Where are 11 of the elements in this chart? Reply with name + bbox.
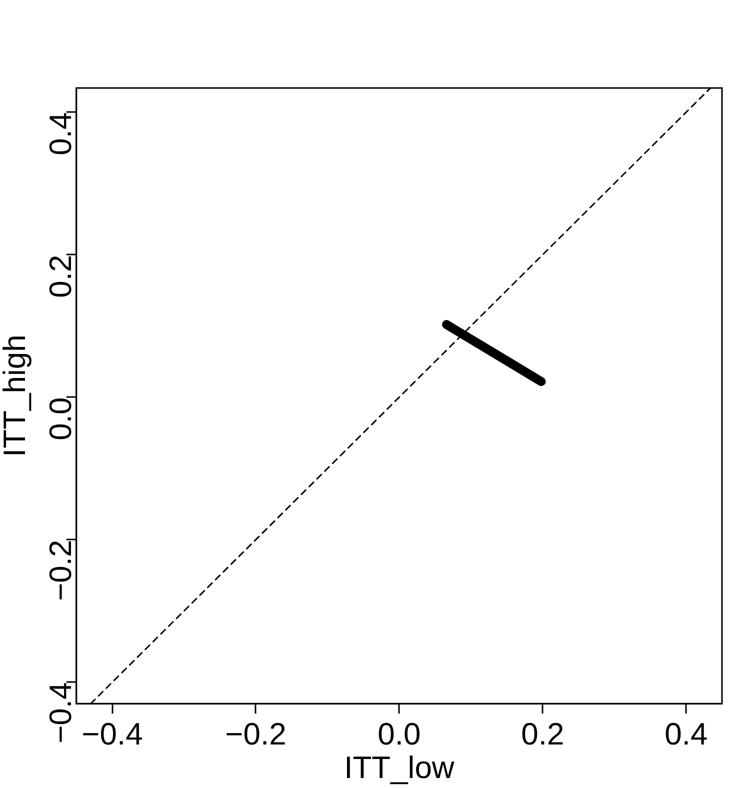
y-tick-label: −0.2 (42, 540, 78, 601)
y-tick-label: 0.4 (42, 112, 78, 156)
y-tick-label: 0.0 (42, 397, 78, 440)
x-tick-label: −0.4 (82, 716, 143, 752)
x-tick-label: 0.0 (378, 716, 421, 752)
x-axis-title: ITT_low (344, 750, 455, 785)
x-tick-label: −0.2 (225, 716, 286, 752)
y-tick-label: 0.2 (42, 254, 78, 298)
x-tick-label: 0.2 (521, 716, 564, 752)
x-tick-label: 0.4 (664, 716, 708, 752)
y-axis-title: ITT_high (0, 334, 32, 457)
